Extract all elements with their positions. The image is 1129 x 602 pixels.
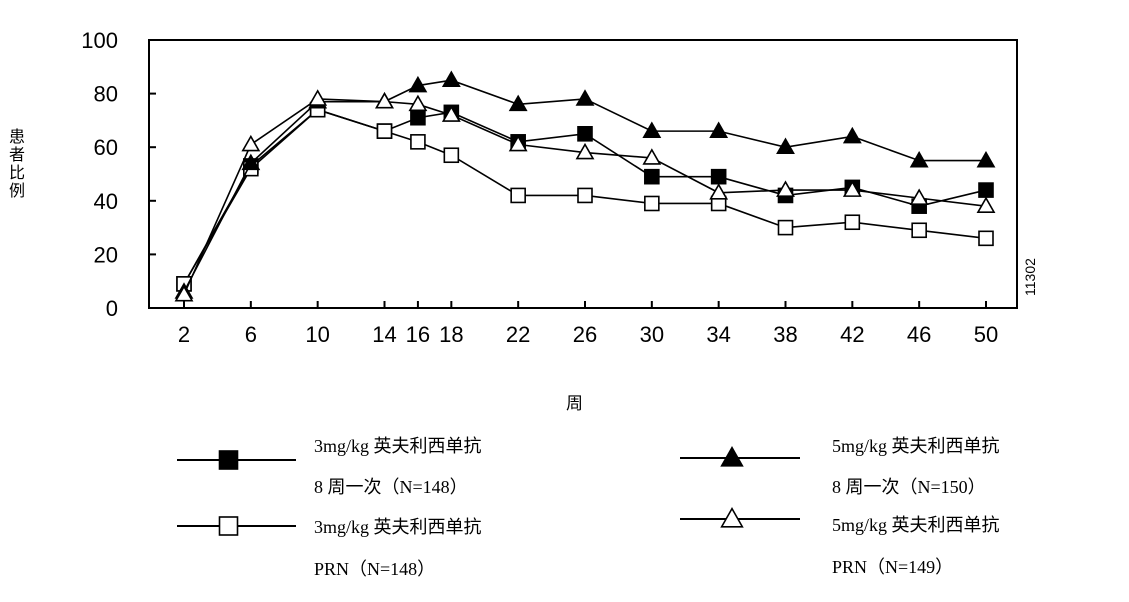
x-axis-label: 周	[566, 394, 583, 414]
legend-series-1-line2: 8 周一次（N=148）	[314, 477, 468, 497]
data-point	[577, 126, 593, 142]
legend-sample-2	[177, 516, 296, 536]
data-point	[241, 153, 261, 171]
data-point	[508, 134, 528, 152]
data-point	[308, 89, 328, 106]
legend-series-1-line1: 3mg/kg 英夫利西单抗	[314, 436, 482, 456]
data-point	[709, 121, 729, 138]
legend-sample-3	[680, 446, 800, 467]
y-tick-label: 0	[106, 296, 118, 321]
data-point	[842, 126, 862, 144]
data-point	[642, 148, 662, 165]
data-point	[976, 150, 996, 168]
legend-marker	[720, 446, 744, 467]
legend-layer	[177, 446, 800, 536]
data-point	[710, 168, 727, 185]
data-point	[575, 89, 595, 106]
legend-sample-1	[177, 450, 296, 470]
data-point	[441, 70, 461, 88]
data-point	[842, 180, 862, 197]
series-4	[174, 89, 996, 302]
legend-marker	[218, 516, 239, 536]
data-point	[174, 284, 194, 302]
data-point	[508, 94, 528, 112]
data-point	[375, 91, 394, 109]
data-point	[909, 150, 929, 168]
data-point	[443, 147, 460, 164]
data-point	[441, 105, 461, 122]
y-tick-label: 20	[94, 242, 118, 267]
x-tick-label: 16	[406, 322, 430, 347]
data-point	[241, 134, 261, 152]
series-2	[176, 101, 994, 292]
data-point	[709, 183, 729, 200]
data-point	[642, 121, 662, 138]
legend-sample-4	[680, 507, 800, 528]
x-tick-label: 14	[372, 322, 396, 347]
series-line	[183, 98, 987, 295]
x-tick-label: 30	[640, 322, 664, 347]
figure-id-label: 11302	[1022, 258, 1038, 296]
y-tick-label: 60	[94, 135, 118, 160]
x-tick-label: 18	[439, 322, 463, 347]
data-point	[408, 94, 428, 112]
data-point	[776, 137, 795, 155]
x-tick-label: 50	[974, 322, 998, 347]
y-tick-label: 40	[94, 189, 118, 214]
data-point	[408, 75, 428, 93]
legend-series-3-line1: 5mg/kg 英夫利西单抗	[832, 436, 1000, 456]
legend-series-4-line1: 5mg/kg 英夫利西单抗	[832, 515, 1000, 535]
series-layer	[174, 70, 996, 302]
data-point	[911, 222, 927, 239]
data-point	[909, 188, 929, 205]
data-point	[777, 219, 794, 236]
legend-series-4-line2: PRN（N=149）	[832, 557, 954, 577]
x-tick-label: 22	[506, 322, 530, 347]
legend-series-2-line1: 3mg/kg 英夫利西单抗	[314, 517, 482, 537]
x-tick-label: 38	[773, 322, 797, 347]
data-point	[410, 109, 426, 126]
data-point	[577, 187, 593, 204]
series-line	[183, 79, 986, 293]
legend-marker	[218, 450, 239, 470]
legend-series-3-line2: 8 周一次（N=150）	[832, 477, 986, 497]
x-tick-label: 6	[245, 322, 257, 347]
y-tick-label: 100	[81, 28, 118, 53]
series-line	[183, 108, 987, 285]
legend-marker	[720, 507, 744, 528]
plot-frame	[148, 39, 1018, 309]
x-tick-label: 34	[706, 322, 730, 347]
data-point	[776, 180, 795, 197]
series-3	[174, 70, 996, 299]
data-point	[976, 196, 996, 213]
x-tick-label: 10	[305, 322, 329, 347]
data-point	[644, 168, 660, 185]
data-point	[376, 123, 393, 139]
legend-series-2-line2: PRN（N=148）	[314, 559, 436, 579]
data-point	[978, 182, 994, 198]
y-tick-label: 80	[94, 82, 118, 107]
x-tick-label: 46	[907, 322, 931, 347]
x-tick-label: 26	[573, 322, 597, 347]
data-point	[978, 230, 994, 247]
data-point	[510, 187, 526, 204]
y-axis-label: 患者比例	[9, 127, 26, 200]
data-point	[844, 214, 861, 231]
data-point	[575, 142, 595, 160]
x-tick-label: 2	[178, 322, 190, 347]
data-point	[410, 134, 426, 150]
data-point	[644, 195, 660, 212]
x-tick-label: 42	[840, 322, 864, 347]
